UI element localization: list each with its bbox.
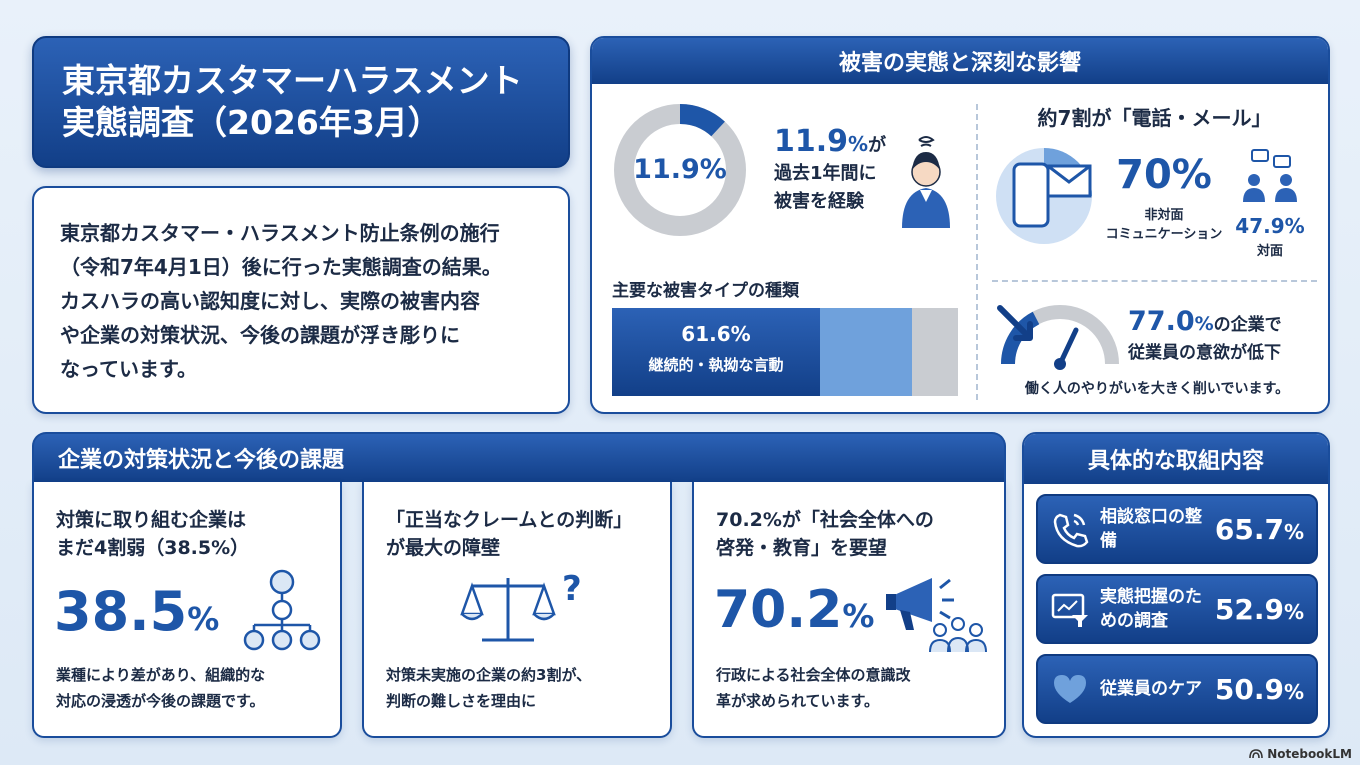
measures-card-progress: 対策に取り組む企業は まだ4割弱（38.5%） 38.5% 業種により差があり、…: [32, 482, 342, 738]
nonface-label: 非対面 コミュニケーション: [1074, 206, 1254, 244]
card1-title1: 対策に取り組む企業は: [56, 509, 247, 531]
card2-title1: 「正当なクレームとの判断」: [386, 509, 633, 531]
page-title-line2: 実態調査（2026年3月）: [62, 103, 441, 142]
org-chart-icon: [243, 569, 321, 651]
victim-pct: 11.9: [774, 124, 849, 159]
motivation-suffix: の企業で: [1213, 315, 1282, 335]
declining-gauge-icon: [997, 305, 1119, 370]
survey-icon: [1051, 593, 1088, 627]
vertical-divider: [976, 104, 978, 400]
measures-card-demand: 70.2%が「社会全体への 啓発・教育」を要望 70.2% 行政による社会全体の…: [692, 482, 1006, 738]
victim-line3: 被害を経験: [774, 191, 864, 212]
measures-header: 企業の対策状況と今後の課題: [32, 432, 1006, 482]
motivation-stat: 77.0%の企業で 従業員の意欲が低下: [1128, 308, 1282, 367]
actions-header: 具体的な取組内容: [1024, 434, 1328, 484]
impact-panel: 被害の実態と深刻な影響 11.9% 11.9%が 過去1年間に 被害を経験 主要…: [590, 36, 1330, 414]
victim-line2: 過去1年間に: [774, 163, 877, 184]
types-heading: 主要な被害タイプの種類: [612, 281, 799, 301]
card2-body1: 対策未実施の企業の約3割が、: [386, 666, 592, 684]
action-value: 52.9%: [1215, 593, 1304, 626]
action-value-unit: %: [1283, 599, 1304, 624]
types-bar-second: [820, 308, 912, 396]
action-value: 65.7%: [1215, 513, 1304, 546]
channels-heading: 約7割が「電話・メール」: [1037, 106, 1272, 130]
action-item-survey: 実態把握のための調査 52.9%: [1036, 574, 1318, 644]
nonface-label-line2: コミュニケーション: [1105, 227, 1223, 242]
face-value: 47.9%: [1235, 214, 1305, 238]
action-label: 従業員のケア: [1100, 679, 1202, 699]
notebooklm-logo-icon: [1249, 749, 1263, 759]
people-chat-icon: [1243, 149, 1297, 202]
card3-big-unit: %: [842, 597, 875, 635]
title-banner: 東京都カスタマーハラスメント 実態調査（2026年3月）: [32, 36, 570, 168]
card3-big-value: 70.2: [714, 580, 843, 640]
heart-icon: [1054, 675, 1086, 703]
impact-header: 被害の実態と深刻な影響: [592, 38, 1328, 84]
intro-line: や企業の対策状況、今後の課題が浮き彫りに: [60, 323, 460, 347]
horizontal-divider: [992, 280, 1317, 282]
action-item-consultation: 相談窓口の整備 65.7%: [1036, 494, 1318, 564]
intro-line: カスハラの高い認知度に対し、実際の被害内容: [60, 289, 480, 313]
motivation-pct: 77.0: [1128, 306, 1195, 337]
intro-line: （令和7年4月1日）後に行った実態調査の結果。: [60, 255, 502, 279]
card3-big: 70.2%: [714, 580, 874, 640]
intro-panel: 東京都カスタマー・ハラスメント防止条例の施行 （令和7年4月1日）後に行った実態…: [32, 186, 570, 414]
types-main-value: 61.6%: [681, 322, 751, 346]
types-bar: 61.6% 継続的・執拗な言動: [612, 308, 958, 396]
types-bar-main: [612, 308, 820, 396]
card2-body2: 判断の難しさを理由に: [386, 692, 537, 710]
action-label: 相談窓口の整備: [1100, 507, 1202, 551]
action-value-number: 50.9: [1214, 672, 1284, 706]
types-main-label: 継続的・執拗な言動: [648, 356, 784, 374]
action-label: 実態把握のための調査: [1100, 587, 1202, 631]
intro-line: なっています。: [60, 357, 197, 381]
measures-panel: 企業の対策状況と今後の課題 対策に取り組む企業は まだ4割弱（38.5%） 38…: [32, 432, 1006, 738]
action-value-unit: %: [1283, 519, 1304, 544]
svg-text:?: ?: [562, 569, 582, 609]
card1-big-value: 38.5: [54, 580, 188, 643]
face-label: 対面: [1256, 244, 1283, 259]
victim-donut-chart: [614, 104, 746, 236]
victim-stat: 11.9%が 過去1年間に 被害を経験: [774, 127, 887, 216]
donut-label: 11.9%: [633, 154, 727, 185]
nonface-label-line1: 非対面: [1144, 208, 1184, 223]
megaphone-crowd-icon: [886, 578, 987, 653]
card3-body2: 革が求められています。: [716, 692, 880, 710]
phone-icon: [1053, 513, 1089, 548]
action-value-number: 52.9: [1214, 592, 1284, 626]
card3-title2: 啓発・教育」を要望: [716, 537, 888, 559]
brand-watermark: NotebookLM: [1249, 747, 1352, 761]
actions-panel: 具体的な取組内容 相談窓口の整備 65.7% 実態把握のための調査 52.9% …: [1022, 432, 1330, 738]
motivation-pct-unit: %: [1194, 313, 1214, 335]
page-title-line1: 東京都カスタマーハラスメント: [62, 61, 523, 100]
card3-body1: 行政による社会全体の意識改: [716, 666, 911, 684]
motivation-note: 働く人のやりがいを大きく削いでいます。: [1024, 381, 1290, 397]
card1-big: 38.5%: [54, 580, 219, 643]
action-item-care: 従業員のケア 50.9%: [1036, 654, 1318, 724]
card1-body2: 対応の浸透が今後の課題です。: [56, 692, 265, 710]
brand-name: NotebookLM: [1267, 747, 1352, 761]
action-value: 50.9%: [1215, 673, 1304, 706]
nonface-value: 70%: [1116, 152, 1212, 198]
donut-arc: [614, 104, 746, 236]
action-value-unit: %: [1283, 679, 1304, 704]
card3-title1: 70.2%が「社会全体への: [716, 509, 934, 531]
motivation-line2: 従業員の意欲が低下: [1128, 343, 1281, 363]
card1-body1: 業種により差があり、組織的な: [56, 666, 266, 684]
action-value-number: 65.7: [1214, 512, 1284, 546]
card1-title2: まだ4割弱（38.5%）: [56, 537, 250, 559]
card1-big-unit: %: [187, 600, 220, 638]
victim-pct-suffix: が: [868, 135, 887, 156]
intro-line: 東京都カスタマー・ハラスメント防止条例の施行: [60, 221, 500, 245]
scales-question-icon: ?: [460, 569, 582, 642]
victim-pct-unit: %: [848, 132, 869, 156]
measures-card-barrier: 「正当なクレームとの判断」 が最大の障壁 ? 対策未実施の企業の約3割が、 判断…: [362, 482, 672, 738]
phone-mail-icon: [996, 148, 1092, 244]
card2-title2: が最大の障壁: [386, 537, 501, 559]
worried-person-icon: [902, 136, 950, 228]
